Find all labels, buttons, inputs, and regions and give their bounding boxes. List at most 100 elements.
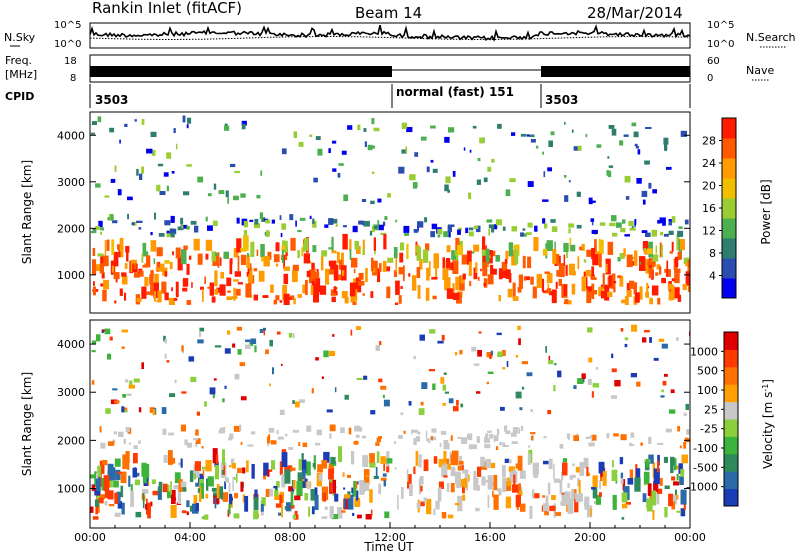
heatmap-cell	[671, 216, 676, 223]
heatmap-cell	[617, 275, 621, 278]
heatmap-cell	[643, 241, 649, 251]
heatmap-cell	[177, 488, 181, 505]
heatmap-cell	[175, 281, 179, 298]
heatmap-cell	[180, 217, 184, 225]
heatmap-cell	[485, 261, 490, 268]
heatmap-cell	[265, 219, 271, 224]
heatmap-cell	[267, 436, 271, 444]
heatmap-cell	[95, 264, 101, 271]
heatmap-cell	[292, 400, 295, 404]
heatmap-cell	[150, 240, 157, 252]
heatmap-cell	[431, 223, 438, 230]
heatmap-cell	[317, 464, 323, 473]
y-tick-label: 3000	[57, 176, 85, 189]
heatmap-cell	[123, 407, 128, 411]
heatmap-cell	[380, 232, 387, 235]
heatmap-cell	[125, 245, 130, 253]
heatmap-cell	[127, 213, 129, 220]
heatmap-cell	[475, 225, 481, 233]
heatmap-cell	[194, 461, 201, 471]
heatmap-cell	[503, 425, 508, 432]
heatmap-cell	[452, 450, 459, 466]
heatmap-cell	[679, 445, 682, 449]
heatmap-cell	[460, 275, 465, 284]
heatmap-cell	[551, 226, 558, 232]
heatmap-cell	[621, 503, 628, 509]
heatmap-cell	[373, 225, 378, 229]
heatmap-cell	[109, 336, 113, 341]
heatmap-cell	[476, 436, 480, 443]
heatmap-cell	[683, 257, 690, 265]
heatmap-cell	[188, 356, 195, 362]
heatmap-cell	[573, 385, 577, 389]
heatmap-cell	[253, 268, 258, 272]
heatmap-cell	[382, 394, 385, 399]
heatmap-cell	[186, 124, 189, 129]
freq-unit-label: [MHz]	[5, 68, 37, 81]
colorbar-tick-label: 20	[702, 180, 716, 193]
heatmap-cell	[256, 194, 261, 199]
heatmap-cell	[101, 272, 105, 279]
heatmap-cell	[605, 258, 611, 275]
heatmap-cell	[425, 243, 430, 251]
heatmap-cell	[313, 455, 316, 470]
heatmap-cell	[103, 279, 109, 290]
heatmap-cell	[444, 136, 450, 143]
heatmap-cell	[464, 469, 469, 483]
heatmap-cell	[575, 466, 580, 473]
heatmap-cell	[219, 284, 226, 296]
heatmap-cell	[481, 476, 486, 486]
beam-label: Beam 14	[355, 4, 422, 22]
heatmap-cell	[182, 278, 189, 287]
heatmap-cell	[326, 409, 333, 413]
heatmap-cell	[669, 251, 673, 254]
heatmap-cell	[508, 242, 514, 257]
heatmap-cell	[507, 288, 513, 298]
heatmap-cell	[332, 479, 336, 494]
heatmap-cell	[332, 140, 337, 144]
heatmap-cell	[283, 240, 288, 253]
heatmap-cell	[399, 252, 404, 263]
heatmap-cell	[624, 337, 629, 341]
heatmap-cell	[383, 234, 387, 250]
heatmap-cell	[642, 337, 647, 343]
heatmap-cell	[657, 220, 661, 224]
heatmap-cell	[298, 442, 301, 446]
heatmap-cell	[611, 215, 617, 222]
heatmap-cell	[631, 324, 638, 332]
heatmap-cell	[100, 255, 106, 267]
heatmap-cell	[403, 265, 405, 282]
heatmap-cell	[181, 486, 187, 492]
heatmap-cell	[370, 410, 376, 415]
heatmap-cell	[104, 328, 111, 335]
heatmap-cell	[437, 228, 443, 235]
heatmap-cell	[581, 373, 586, 379]
heatmap-cell	[517, 325, 521, 331]
heatmap-cell	[91, 231, 97, 234]
heatmap-cell	[555, 281, 558, 289]
y-tick-label: 2000	[57, 434, 85, 447]
heatmap-cell	[564, 122, 566, 125]
heatmap-cell	[442, 403, 446, 406]
heatmap-cell	[592, 254, 599, 266]
heatmap-cell	[409, 483, 413, 497]
heatmap-cell	[646, 498, 653, 512]
heatmap-cell	[577, 256, 580, 270]
heatmap-cell	[655, 245, 658, 254]
heatmap-cell	[459, 349, 463, 355]
heatmap-cell	[328, 468, 334, 480]
heatmap-cell	[94, 499, 99, 507]
heatmap-cell	[677, 294, 682, 302]
heatmap-cell	[359, 480, 365, 495]
frequency-panel: Freq. [MHz] 18 8 60 0 Nave	[5, 54, 774, 84]
heatmap-cell	[321, 250, 328, 257]
heatmap-cell	[432, 168, 438, 173]
heatmap-cell	[173, 485, 179, 489]
heatmap-cell	[663, 233, 669, 237]
noise-right-tick-top: 10^5	[707, 20, 734, 31]
heatmap-cell	[94, 488, 101, 496]
heatmap-cell	[163, 454, 168, 463]
heatmap-cell	[232, 296, 238, 299]
heatmap-cell	[404, 233, 409, 236]
heatmap-cell	[398, 434, 403, 439]
